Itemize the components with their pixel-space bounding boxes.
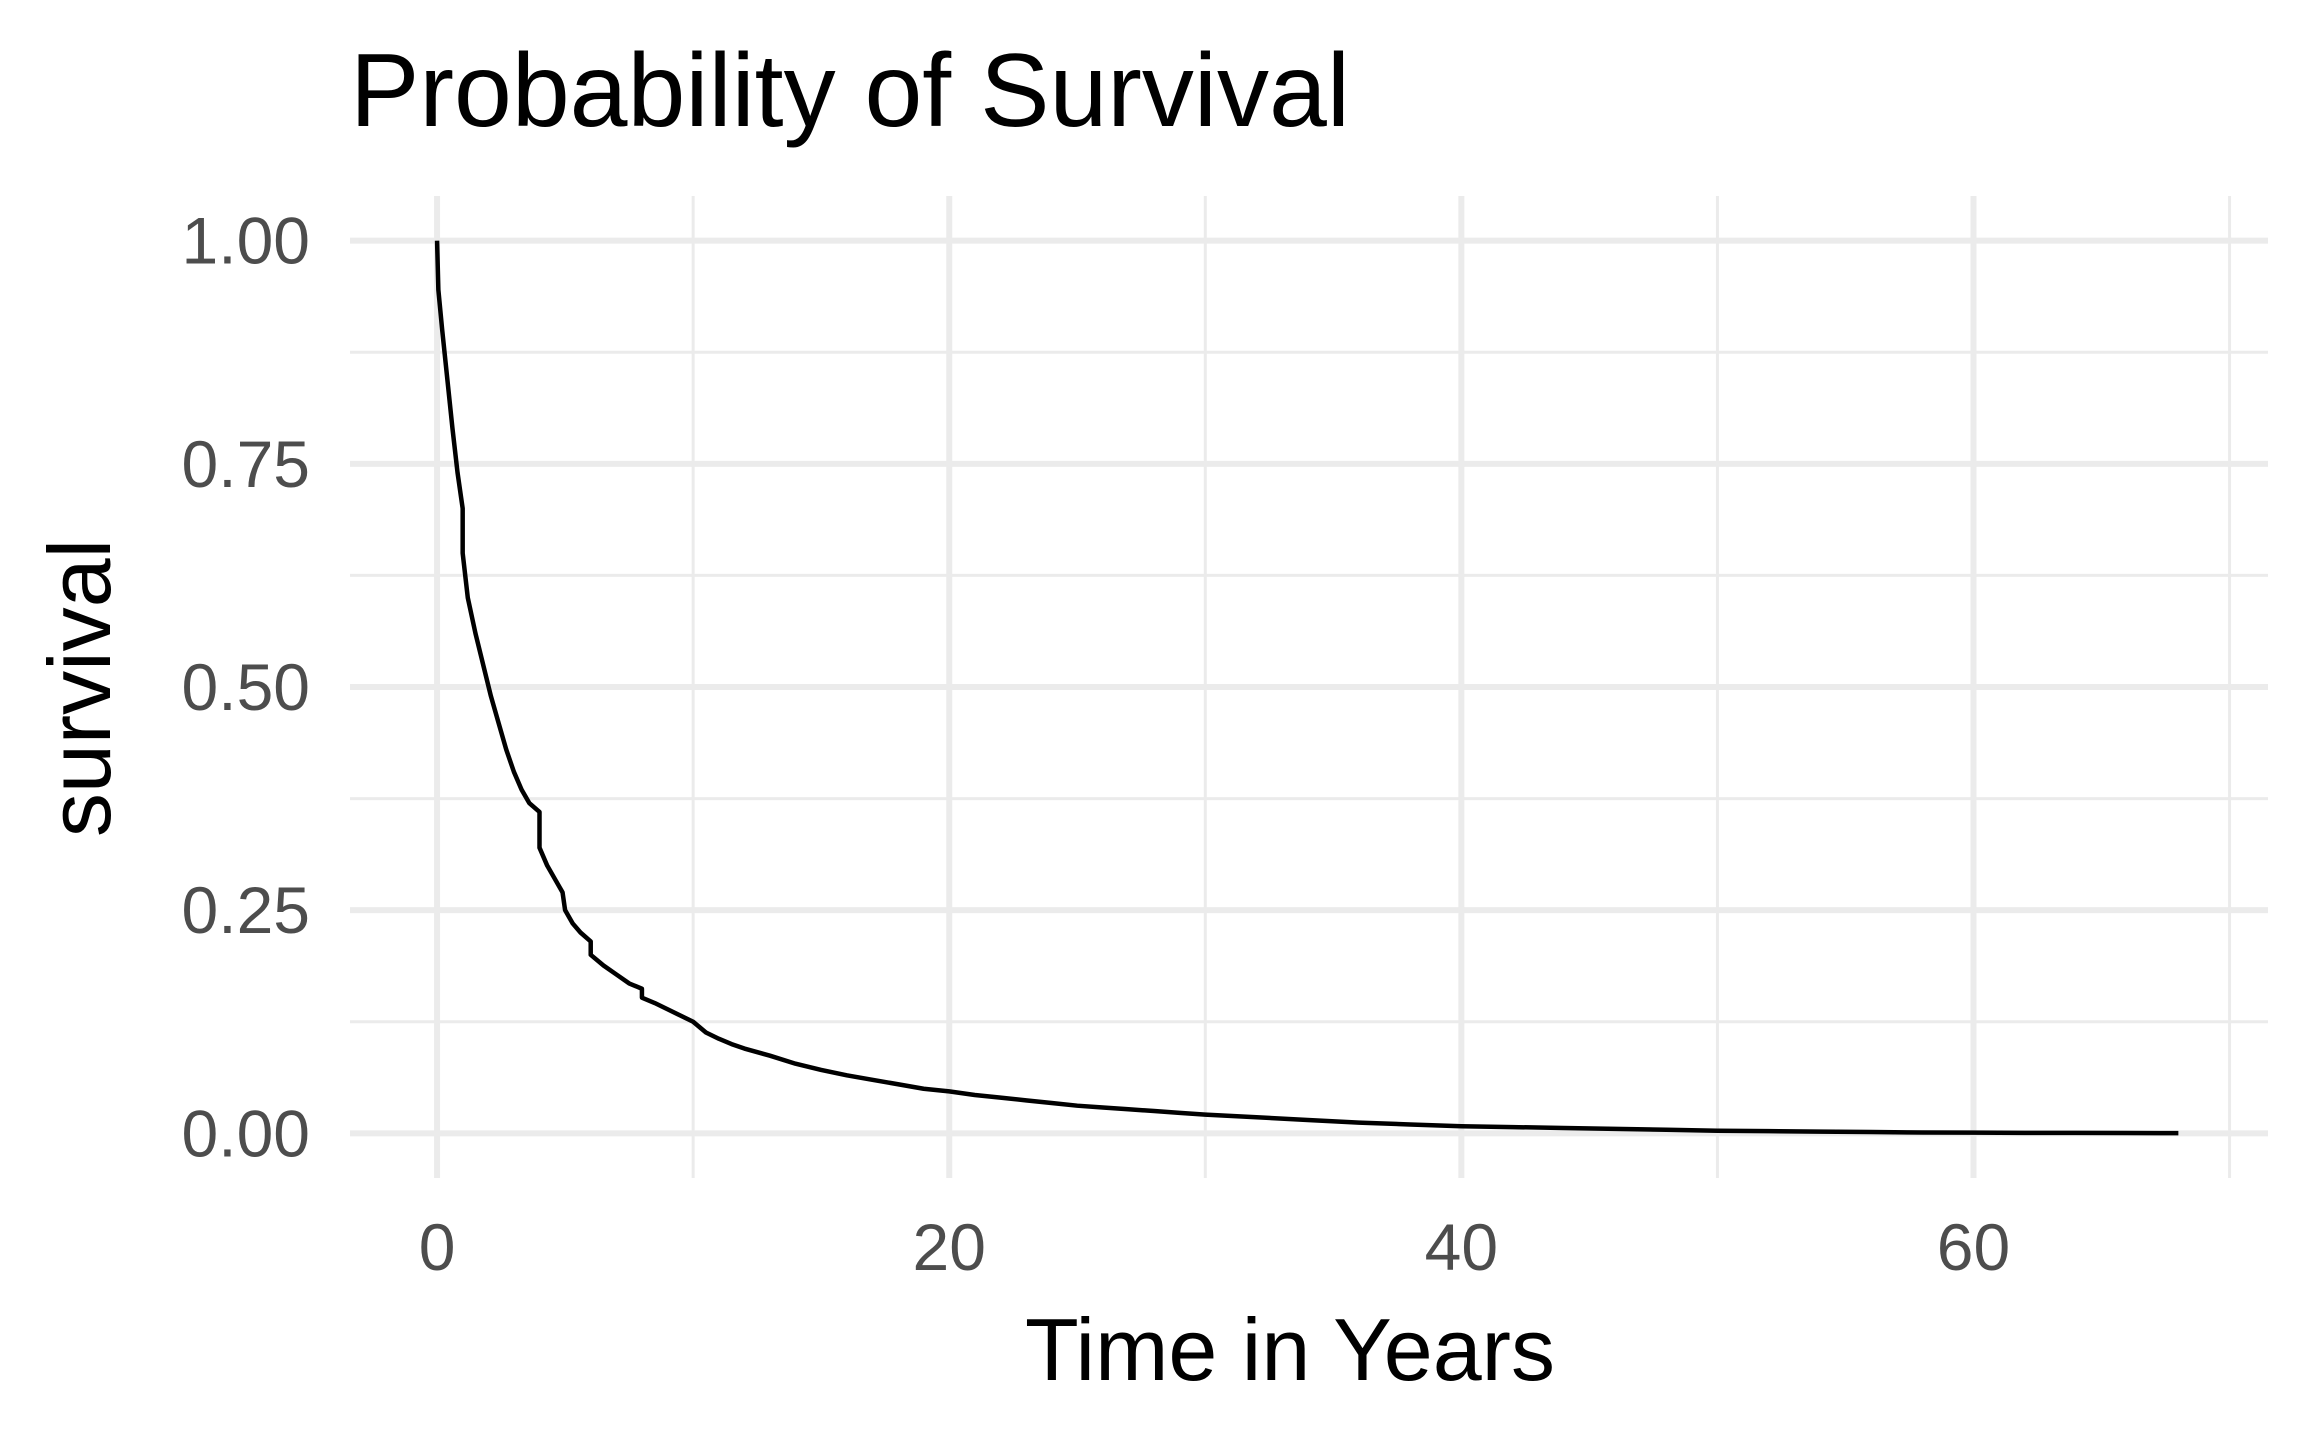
y-tick-label-0: 0.00: [182, 1096, 310, 1170]
y-tick-label-4: 1.00: [182, 204, 310, 278]
series-layer: [434, 240, 2179, 1136]
x-axis-title: Time in Years: [1025, 1300, 1555, 1399]
y-tick-label-3: 0.75: [182, 427, 310, 501]
x-tick-label-0: 0: [419, 1210, 456, 1284]
y-tick-labels: 0.00 0.25 0.50 0.75 1.00: [182, 204, 310, 1171]
x-tick-labels: 0 20 40 60: [419, 1210, 2011, 1284]
x-tick-label-3: 60: [1937, 1210, 2010, 1284]
chart-title: Probability of Survival: [350, 33, 1350, 149]
y-tick-label-2: 0.50: [182, 650, 310, 724]
survival-curve-line: [434, 240, 2179, 1136]
x-tick-label-2: 40: [1425, 1210, 1498, 1284]
major-gridlines: [350, 196, 2268, 1178]
x-tick-label-1: 20: [913, 1210, 986, 1284]
y-axis-title: survival: [30, 539, 129, 837]
y-tick-label-1: 0.25: [182, 873, 310, 947]
